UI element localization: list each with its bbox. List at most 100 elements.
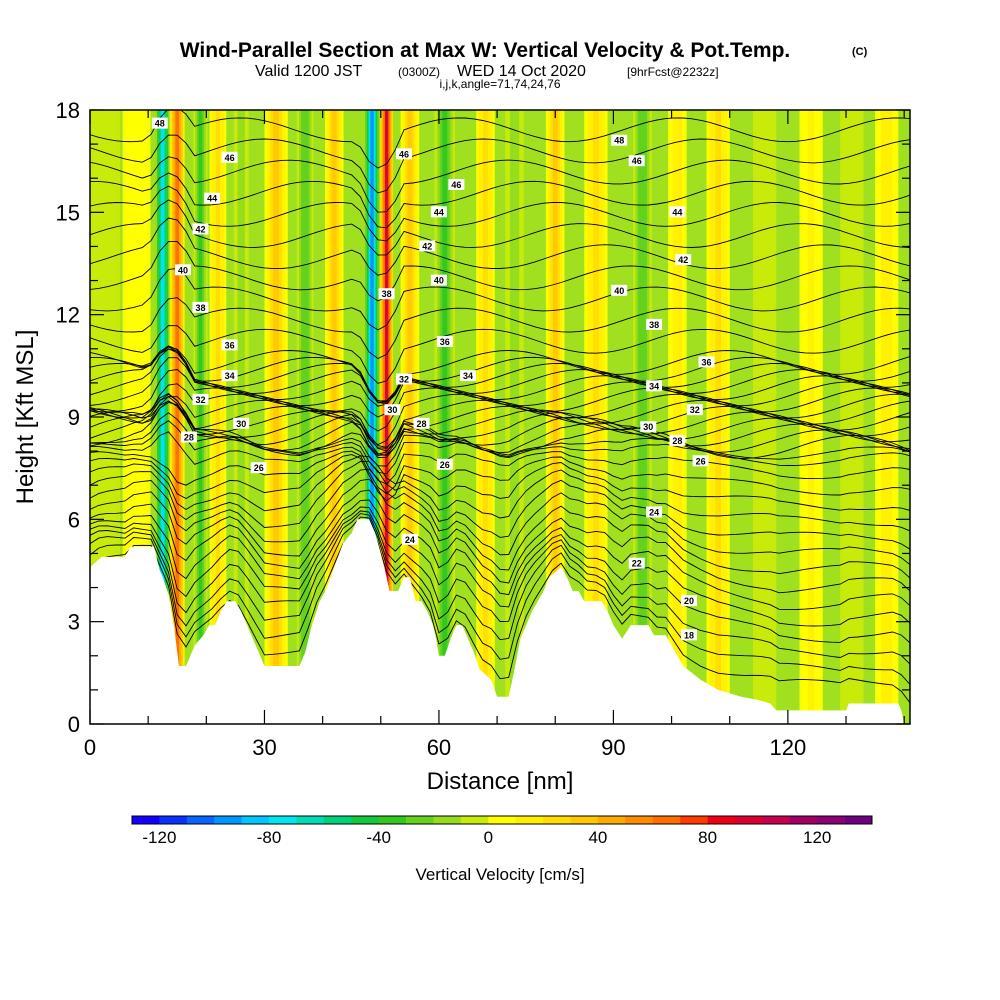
theta-label-11: 26 — [254, 463, 264, 473]
theta-label-39: 20 — [684, 596, 694, 606]
colorbar-swatch-13 — [488, 816, 517, 824]
theta-label-box-10 — [180, 431, 197, 443]
velocity-band-14-1 — [483, 110, 488, 724]
grid-indices: i,j,k,angle=71,74,24,76 — [439, 77, 560, 91]
theta-label-37: 24 — [649, 508, 659, 518]
theta-contour-line-38 — [90, 172, 910, 229]
theta-contour-line-19 — [90, 396, 910, 452]
velocity-band-1-1 — [133, 110, 140, 724]
y-tick-labels: 0 3 6 9 12 15 18 — [56, 98, 80, 737]
colorbar-swatch-4 — [241, 816, 270, 824]
colorbar-tick-4: 40 — [588, 828, 607, 847]
theta-label-box-18 — [436, 336, 453, 347]
theta-label-31: 36 — [701, 357, 711, 367]
theta-contour-line-17 — [90, 393, 910, 454]
theta-label-box-1 — [221, 151, 238, 163]
theta-label-9: 30 — [236, 419, 246, 429]
theta-label-38: 22 — [632, 559, 642, 569]
theta-contour-line-3 — [90, 510, 910, 644]
y-tick-label-18: 18 — [56, 98, 80, 123]
velocity-band-22-1 — [808, 110, 814, 724]
theta-contour-line-6 — [90, 489, 910, 594]
colorbar-tick-labels: -120 -80 -40 0 40 80 120 — [142, 828, 831, 847]
subtitle-valid: Valid 1200 JST — [255, 63, 363, 80]
colorbar-tick-1: -80 — [257, 828, 282, 847]
velocity-band-7-1 — [273, 110, 279, 724]
theta-label-40: 18 — [684, 630, 694, 640]
theta-label-3: 42 — [195, 224, 205, 234]
theta-label-box-25 — [611, 134, 628, 146]
theta-label-13: 46 — [451, 180, 461, 190]
theta-contour-line-10 — [90, 455, 910, 532]
theta-label-25: 48 — [614, 136, 624, 146]
y-tick-label-0: 0 — [68, 712, 80, 737]
theta-label-27: 44 — [672, 207, 682, 217]
theta-contour-line-20 — [90, 400, 910, 456]
colorbar-swatch-24 — [789, 816, 818, 824]
theta-label-5: 38 — [195, 303, 205, 313]
theta-label-box-26 — [628, 155, 645, 167]
y-tick-label-15: 15 — [56, 200, 80, 225]
subtitle-forecast: [9hrFcst@2232z] — [627, 65, 719, 79]
theta-contour-line-5 — [90, 499, 910, 611]
theta-label-20: 32 — [399, 375, 409, 385]
chart-title: Wind-Parallel Section at Max W: Vertical… — [180, 39, 791, 62]
theta-label-box-29 — [611, 284, 628, 296]
theta-label-box-14 — [430, 206, 447, 218]
theta-contour-line-4 — [90, 506, 910, 627]
theta-label-0: 48 — [155, 119, 165, 129]
theta-contour-line-26 — [90, 348, 910, 407]
theta-contour-line-23 — [90, 383, 910, 446]
colorbar-swatch-20 — [680, 816, 708, 824]
theta-label-box-28 — [675, 254, 692, 266]
theta-contour-line-37 — [90, 185, 910, 242]
theta-label-17: 38 — [382, 289, 392, 299]
theta-label-box-19 — [460, 370, 476, 382]
colorbar-swatch-11 — [433, 816, 462, 824]
colorbar-swatch-22 — [734, 816, 763, 824]
velocity-band-24-1 — [883, 110, 890, 724]
theta-contour-line-32 — [90, 297, 910, 360]
theta-contour-line-15 — [90, 412, 910, 467]
velocity-band-4-1 — [198, 110, 203, 724]
theta-label-36: 26 — [696, 456, 706, 466]
theta-contour-line-31 — [90, 325, 910, 384]
theta-label-box-38 — [628, 557, 645, 569]
theta-contour-line-8 — [90, 468, 910, 566]
theta-label-box-8 — [192, 393, 209, 405]
theta-label-box-31 — [698, 356, 715, 368]
colorbar-label: Vertical Velocity [cm/s] — [415, 865, 584, 884]
theta-label-10: 28 — [184, 433, 194, 443]
theta-contour-line-34 — [90, 241, 910, 302]
x-tick-label-30: 30 — [252, 735, 276, 760]
theta-contour-line-11 — [90, 454, 910, 511]
theta-label-4: 40 — [178, 265, 188, 275]
subtitle-date: WED 14 Oct 2020 — [457, 63, 586, 80]
theta-contour-line-40 — [90, 134, 910, 194]
theta-contour-line-1 — [90, 516, 910, 685]
colorbar-swatch-15 — [543, 816, 571, 824]
theta-label-32: 34 — [649, 381, 659, 391]
theta-label-29: 40 — [614, 286, 624, 296]
y-axis-label: Height [Kft MSL] — [12, 330, 39, 505]
title-mark: (C) — [852, 46, 868, 58]
theta-label-7: 34 — [225, 371, 235, 381]
colorbar-frame — [131, 815, 873, 825]
velocity-band-6-1 — [239, 110, 243, 724]
colorbar-tick-2: -40 — [366, 828, 391, 847]
theta-label-box-40 — [681, 629, 697, 641]
colorbar-swatch-16 — [570, 816, 599, 824]
theta-contour-line-9 — [90, 461, 910, 550]
velocity-band-17-1 — [593, 110, 599, 724]
theta-label-box-34 — [640, 421, 657, 433]
theta-contour-line-33 — [90, 267, 910, 331]
velocity-band-3-1 — [175, 110, 180, 724]
colorbar-tick-6: 120 — [803, 828, 831, 847]
velocity-band-13-1 — [442, 110, 448, 724]
theta-label-30: 38 — [649, 320, 659, 330]
theta-label-8: 32 — [195, 395, 205, 405]
theta-label-35: 28 — [672, 436, 682, 446]
theta-label-box-4 — [175, 264, 191, 276]
velocity-band-21-1 — [761, 110, 768, 724]
